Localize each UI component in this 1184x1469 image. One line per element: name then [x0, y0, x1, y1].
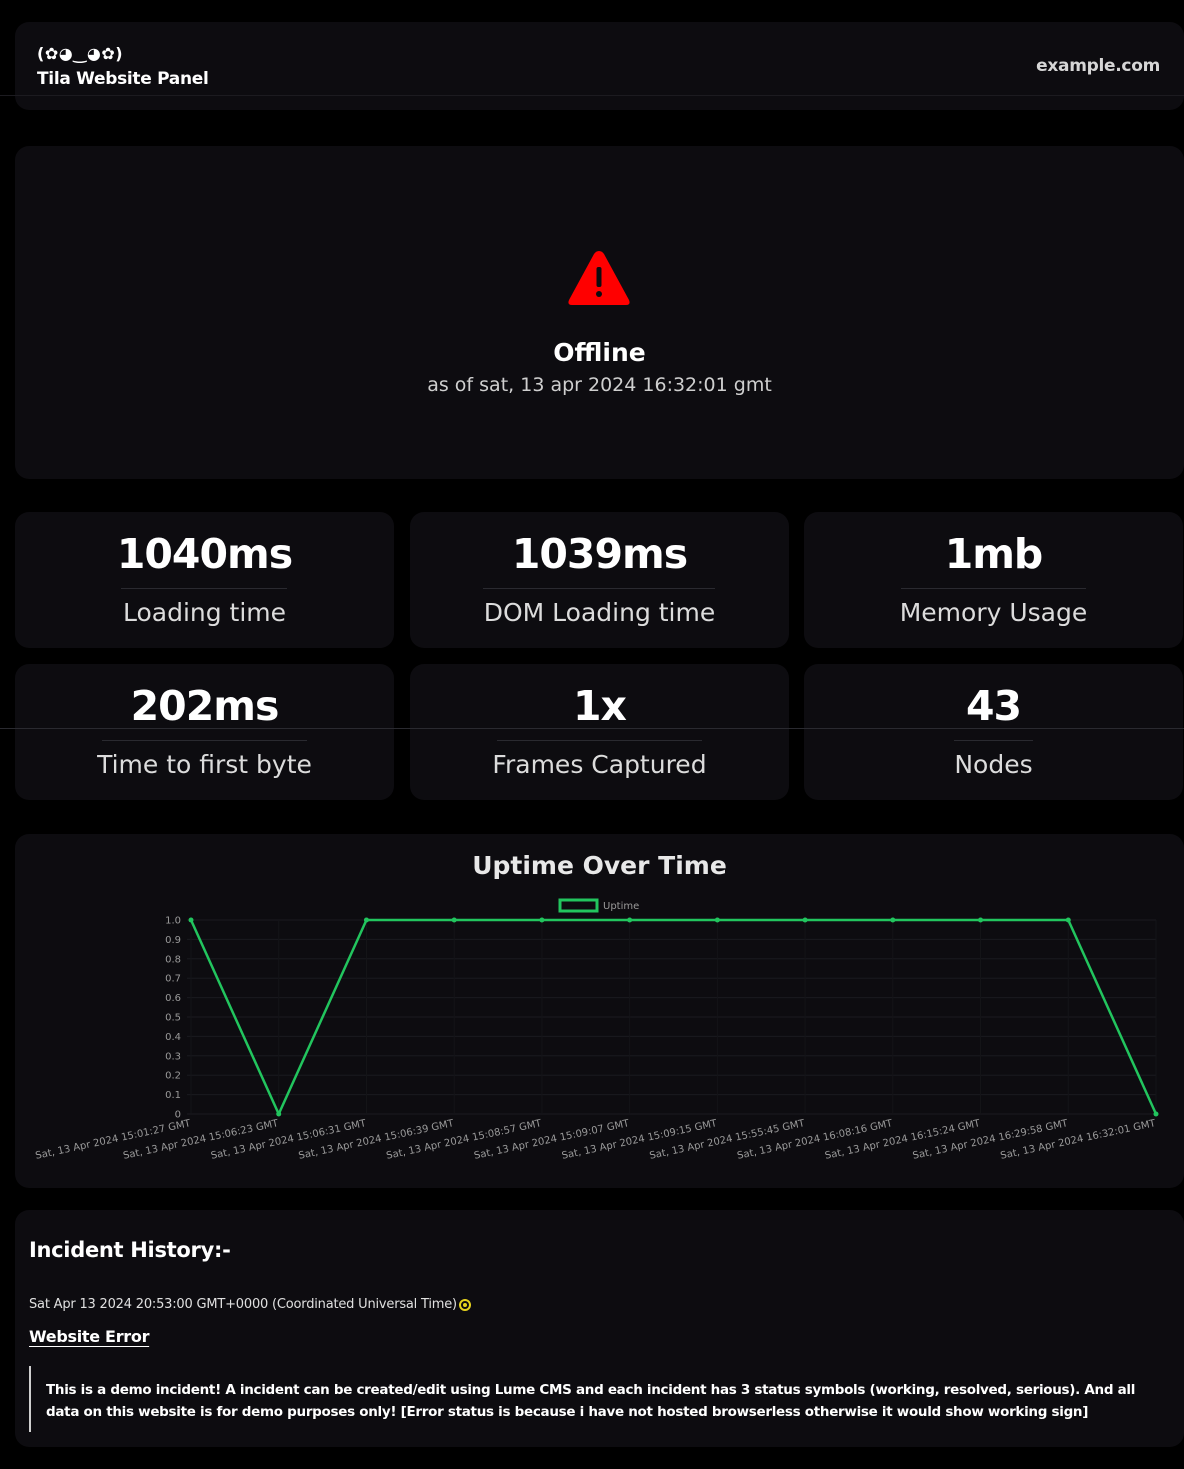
- data-point[interactable]: [627, 917, 633, 923]
- incident-title-link[interactable]: Website Error: [29, 1327, 150, 1346]
- data-point[interactable]: [1065, 917, 1071, 923]
- metric-value: 202ms: [130, 682, 280, 730]
- metric-label: Memory Usage: [899, 598, 1088, 627]
- data-point[interactable]: [890, 917, 896, 923]
- x-tick-label: Sat, 13 Apr 2024 15:06:31 GMT: [210, 1118, 368, 1162]
- metric-frames-captured: 1x Frames Captured: [410, 664, 789, 800]
- y-tick-label: 1.0: [165, 916, 181, 927]
- x-tick-label: Sat, 13 Apr 2024 15:01:27 GMT: [34, 1118, 192, 1162]
- x-tick-label: Sat, 13 Apr 2024 15:09:07 GMT: [473, 1118, 631, 1162]
- metric-value: 43: [965, 682, 1022, 730]
- incident-history-heading: Incident History:-: [29, 1238, 231, 1262]
- metric-nodes: 43 Nodes: [804, 664, 1183, 800]
- x-tick-label: Sat, 13 Apr 2024 15:08:57 GMT: [385, 1118, 543, 1162]
- metric-dom-loading-time: 1039ms DOM Loading time: [410, 512, 789, 648]
- panel-title: Tila Website Panel: [37, 69, 209, 89]
- metric-value: 1x: [573, 682, 627, 730]
- metric-memory-usage: 1mb Memory Usage: [804, 512, 1183, 648]
- header-divider: [0, 95, 1184, 96]
- x-tick-label: Sat, 13 Apr 2024 16:29:58 GMT: [912, 1118, 1070, 1162]
- x-tick-label: Sat, 13 Apr 2024 15:06:23 GMT: [122, 1118, 280, 1162]
- y-tick-label: 0.6: [165, 993, 181, 1004]
- site-header: (✿◕‿◕✿) Tila Website Panel example.com: [0, 22, 1184, 110]
- metric-label: Time to first byte: [97, 750, 312, 779]
- status-timestamp: as of sat, 13 apr 2024 16:32:01 gmt: [427, 374, 772, 396]
- incident-description: This is a demo incident! A incident can …: [29, 1366, 1139, 1432]
- site-link[interactable]: example.com: [1036, 56, 1160, 76]
- metric-divider: [483, 588, 715, 589]
- metric-value: 1039ms: [511, 530, 688, 578]
- metric-label: Nodes: [954, 750, 1033, 779]
- metric-label: Frames Captured: [492, 750, 707, 779]
- metric-divider: [121, 588, 287, 589]
- x-tick-label: Sat, 13 Apr 2024 15:55:45 GMT: [649, 1118, 807, 1162]
- x-tick-label: Sat, 13 Apr 2024 16:32:01 GMT: [999, 1118, 1157, 1162]
- incident-date: Sat Apr 13 2024 20:53:00 GMT+0000 (Coord…: [29, 1297, 457, 1312]
- status-card: Offline as of sat, 13 apr 2024 16:32:01 …: [15, 146, 1184, 479]
- y-tick-label: 0.1: [165, 1090, 181, 1101]
- x-tick-label: Sat, 13 Apr 2024 15:09:15 GMT: [561, 1118, 719, 1162]
- uptime-chart: 1.0 0.9 0.8 0.7 0.6 0.5 0.4 0.3 0.2 0.1 0 Sat, 13 …: [34, 898, 1159, 1162]
- x-tick-label: Sat, 13 Apr 2024 16:08:16 GMT: [736, 1118, 894, 1162]
- data-point[interactable]: [1153, 1111, 1159, 1117]
- data-point[interactable]: [188, 917, 194, 923]
- y-tick-label: 0.8: [165, 954, 181, 965]
- metric-divider: [497, 740, 702, 741]
- data-point[interactable]: [451, 917, 457, 923]
- metric-divider: [901, 588, 1086, 589]
- metric-divider: [954, 740, 1033, 741]
- metric-divider: [102, 740, 307, 741]
- y-tick-label: 0: [175, 1110, 181, 1121]
- y-tick-label: 0.3: [165, 1051, 181, 1062]
- y-tick-label: 0.9: [165, 935, 181, 946]
- metric-label: Loading time: [122, 598, 287, 627]
- metric-label: DOM Loading time: [483, 598, 716, 627]
- data-point[interactable]: [714, 917, 720, 923]
- data-point[interactable]: [539, 917, 545, 923]
- chart-title: Uptime Over Time: [472, 851, 727, 880]
- page-divider: [0, 728, 1184, 729]
- incident-history-card: Incident History:- Sat Apr 13 2024 20:53…: [15, 1210, 1184, 1447]
- metric-value: 1mb: [944, 530, 1044, 578]
- working-status-icon: [459, 1299, 471, 1311]
- data-point[interactable]: [802, 917, 808, 923]
- y-tick-label: 0.7: [165, 974, 181, 985]
- warning-triangle-icon: [568, 251, 630, 305]
- y-tick-label: 0.4: [165, 1032, 181, 1043]
- logo: (✿◕‿◕✿): [37, 44, 124, 63]
- x-tick-label: Sat, 13 Apr 2024 16:15:24 GMT: [824, 1118, 982, 1162]
- status-text: Offline: [553, 338, 646, 367]
- legend-swatch[interactable]: [558, 898, 599, 913]
- series-line-uptime: [189, 918, 1158, 1116]
- metric-time-to-first-byte: 202ms Time to first byte: [15, 664, 394, 800]
- x-tick-label: Sat, 13 Apr 2024 15:06:39 GMT: [298, 1118, 456, 1162]
- y-tick-label: 0.5: [165, 1013, 181, 1024]
- metric-value: 1040ms: [116, 530, 293, 578]
- metric-loading-time: 1040ms Loading time: [15, 512, 394, 648]
- data-point[interactable]: [363, 917, 369, 923]
- uptime-chart-card: Uptime Over Time 1.0 0.9 0.8 0.7 0.6 0.5 0.4 0.…: [15, 834, 1184, 1188]
- data-point[interactable]: [276, 1111, 282, 1117]
- data-point[interactable]: [978, 917, 984, 923]
- y-tick-label: 0.2: [165, 1071, 181, 1082]
- legend-label[interactable]: Uptime: [603, 901, 639, 912]
